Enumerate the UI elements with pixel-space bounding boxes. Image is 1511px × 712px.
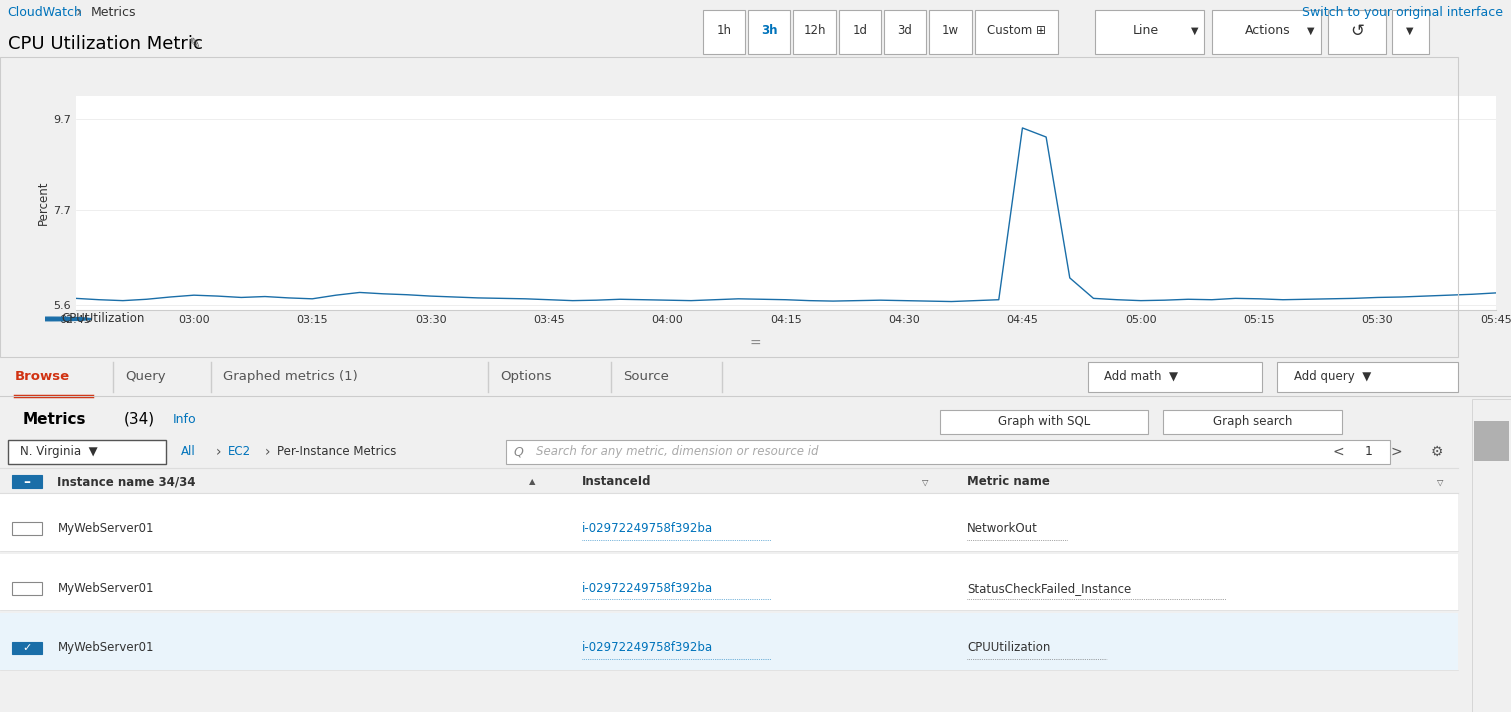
Text: Graph search: Graph search bbox=[1213, 415, 1292, 429]
Text: Instance name 34/34: Instance name 34/34 bbox=[57, 475, 196, 488]
FancyBboxPatch shape bbox=[1088, 362, 1262, 392]
Text: ›: › bbox=[264, 445, 270, 459]
Text: 12h: 12h bbox=[804, 24, 825, 37]
Text: ›: › bbox=[76, 5, 82, 20]
Text: Custom ⊞: Custom ⊞ bbox=[987, 24, 1046, 37]
Text: Metrics: Metrics bbox=[91, 6, 136, 19]
Text: Graphed metrics (1): Graphed metrics (1) bbox=[224, 370, 358, 383]
FancyBboxPatch shape bbox=[884, 10, 926, 54]
Y-axis label: Percent: Percent bbox=[38, 181, 50, 225]
Text: Add query  ▼: Add query ▼ bbox=[1293, 370, 1372, 383]
Text: All: All bbox=[181, 446, 196, 459]
Text: ⚙: ⚙ bbox=[1431, 445, 1443, 459]
FancyBboxPatch shape bbox=[1095, 10, 1204, 54]
Text: Actions: Actions bbox=[1245, 24, 1290, 37]
Text: (34): (34) bbox=[124, 412, 156, 426]
Bar bbox=[12, 582, 42, 595]
FancyBboxPatch shape bbox=[1392, 10, 1429, 54]
Text: =: = bbox=[749, 337, 762, 350]
Text: EC2: EC2 bbox=[228, 446, 251, 459]
Text: 3d: 3d bbox=[898, 24, 913, 37]
Text: ↺: ↺ bbox=[1349, 22, 1364, 40]
Text: Line: Line bbox=[1133, 24, 1159, 37]
FancyBboxPatch shape bbox=[793, 10, 836, 54]
Text: ▼: ▼ bbox=[1407, 26, 1413, 36]
Text: Graph with SQL: Graph with SQL bbox=[997, 415, 1091, 429]
FancyBboxPatch shape bbox=[506, 441, 1390, 464]
Bar bbox=[12, 476, 42, 488]
Text: ▼: ▼ bbox=[1307, 26, 1315, 36]
Text: ›: › bbox=[216, 445, 222, 459]
Text: Metrics: Metrics bbox=[23, 412, 86, 426]
Bar bbox=[0, 613, 1458, 670]
Text: >: > bbox=[1390, 445, 1402, 459]
Text: ▲: ▲ bbox=[529, 477, 535, 486]
Text: CPUUtilization: CPUUtilization bbox=[60, 313, 145, 325]
FancyBboxPatch shape bbox=[748, 10, 790, 54]
Text: Info: Info bbox=[172, 412, 196, 426]
FancyBboxPatch shape bbox=[1328, 10, 1386, 54]
Text: –: – bbox=[24, 475, 30, 488]
Text: Options: Options bbox=[500, 370, 552, 383]
Text: CPU Utilization Metric: CPU Utilization Metric bbox=[8, 36, 202, 53]
Text: <: < bbox=[1333, 445, 1345, 459]
Text: Search for any metric, dimension or resource id: Search for any metric, dimension or reso… bbox=[536, 446, 819, 459]
Text: Switch to your original interface: Switch to your original interface bbox=[1302, 6, 1503, 19]
FancyBboxPatch shape bbox=[975, 10, 1058, 54]
Text: ✓: ✓ bbox=[23, 643, 32, 653]
Text: StatusCheckFailed_Instance: StatusCheckFailed_Instance bbox=[967, 582, 1132, 595]
Text: i-02972249758f392ba: i-02972249758f392ba bbox=[582, 642, 713, 654]
Text: Q: Q bbox=[514, 446, 524, 459]
FancyBboxPatch shape bbox=[8, 441, 166, 464]
Bar bbox=[12, 642, 42, 654]
Bar bbox=[1475, 421, 1508, 461]
Text: CloudWatch: CloudWatch bbox=[8, 6, 83, 19]
Text: i-02972249758f392ba: i-02972249758f392ba bbox=[582, 582, 713, 595]
Text: Metric name: Metric name bbox=[967, 475, 1050, 488]
Text: Source: Source bbox=[624, 370, 669, 383]
Bar bbox=[12, 523, 42, 535]
Text: MyWebServer01: MyWebServer01 bbox=[57, 642, 154, 654]
Text: 1d: 1d bbox=[852, 24, 867, 37]
Circle shape bbox=[11, 317, 92, 321]
Text: Query: Query bbox=[125, 370, 166, 383]
Text: ✎: ✎ bbox=[189, 38, 201, 51]
FancyBboxPatch shape bbox=[940, 410, 1148, 434]
Bar bbox=[0, 57, 1458, 357]
Text: 1w: 1w bbox=[941, 24, 959, 37]
Text: CPUUtilization: CPUUtilization bbox=[967, 642, 1050, 654]
Text: ▽: ▽ bbox=[922, 477, 928, 486]
Bar bbox=[1472, 399, 1511, 712]
Text: Add math  ▼: Add math ▼ bbox=[1105, 370, 1177, 383]
FancyBboxPatch shape bbox=[839, 10, 881, 54]
Text: 3h: 3h bbox=[762, 24, 777, 37]
Text: 1h: 1h bbox=[716, 24, 731, 37]
FancyBboxPatch shape bbox=[703, 10, 745, 54]
FancyBboxPatch shape bbox=[1163, 410, 1342, 434]
Text: Browse: Browse bbox=[15, 370, 70, 383]
FancyBboxPatch shape bbox=[929, 10, 972, 54]
Text: 1: 1 bbox=[1364, 446, 1373, 459]
Text: MyWebServer01: MyWebServer01 bbox=[57, 522, 154, 535]
Bar bbox=[0, 494, 1458, 550]
Text: Per-Instance Metrics: Per-Instance Metrics bbox=[277, 446, 396, 459]
Bar bbox=[0, 554, 1458, 610]
FancyBboxPatch shape bbox=[1277, 362, 1458, 392]
Text: ▽: ▽ bbox=[1437, 477, 1443, 486]
Text: MyWebServer01: MyWebServer01 bbox=[57, 582, 154, 595]
Text: i-02972249758f392ba: i-02972249758f392ba bbox=[582, 522, 713, 535]
Text: NetworkOut: NetworkOut bbox=[967, 522, 1038, 535]
Text: InstanceId: InstanceId bbox=[582, 475, 651, 488]
FancyBboxPatch shape bbox=[1212, 10, 1321, 54]
Text: N. Virginia  ▼: N. Virginia ▼ bbox=[20, 446, 97, 459]
Text: ▼: ▼ bbox=[1191, 26, 1198, 36]
